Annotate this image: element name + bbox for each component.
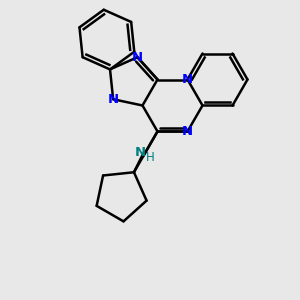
Text: N: N <box>182 73 193 86</box>
Text: N: N <box>132 51 143 64</box>
Text: N: N <box>108 93 119 106</box>
Text: N: N <box>135 146 146 158</box>
Text: N: N <box>182 125 193 138</box>
Text: H: H <box>146 151 154 164</box>
